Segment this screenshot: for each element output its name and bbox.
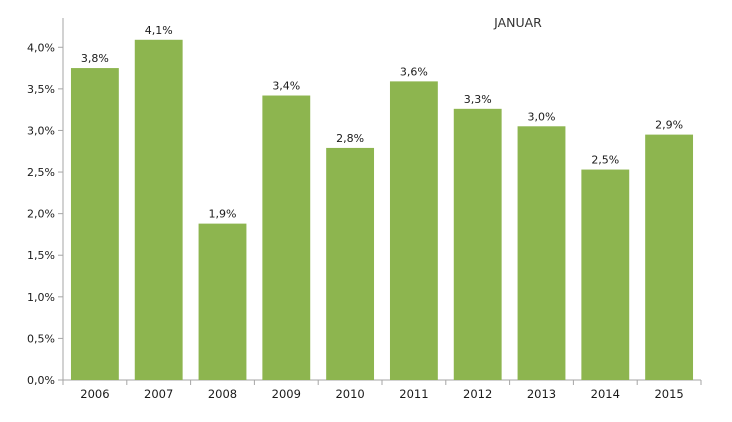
x-tick-label-2011: 2011 bbox=[399, 387, 428, 401]
bar-2009 bbox=[262, 95, 311, 380]
bar-2006 bbox=[70, 68, 119, 381]
x-tick-label-2008: 2008 bbox=[208, 387, 237, 401]
x-tick-label-2010: 2010 bbox=[335, 387, 364, 401]
y-tick-label: 4,0% bbox=[27, 41, 55, 54]
data-label-2013: 3,0% bbox=[528, 110, 556, 123]
y-tick-label: 2,0% bbox=[27, 208, 55, 221]
data-label-2011: 3,6% bbox=[400, 65, 428, 78]
x-tick-label-2014: 2014 bbox=[591, 387, 620, 401]
y-tick-label: 0,0% bbox=[27, 374, 55, 387]
data-label-2015: 2,9% bbox=[655, 119, 683, 132]
x-tick-label-2012: 2012 bbox=[463, 387, 492, 401]
data-label-2012: 3,3% bbox=[464, 93, 492, 106]
x-tick-label-2006: 2006 bbox=[80, 387, 109, 401]
x-tick-label-2013: 2013 bbox=[527, 387, 556, 401]
y-tick-label: 3,0% bbox=[27, 124, 55, 137]
data-label-2010: 2,8% bbox=[336, 132, 364, 145]
bar-2014 bbox=[581, 169, 630, 380]
bar-2012 bbox=[453, 108, 502, 380]
data-label-2008: 1,9% bbox=[209, 208, 237, 221]
data-label-2014: 2,5% bbox=[591, 154, 619, 167]
bar-2008 bbox=[198, 223, 247, 380]
x-axis: 2006 2007 2008 2009 2010 2011 2012 2013 2014 2015 bbox=[62, 379, 702, 401]
data-label-2007: 4,1% bbox=[145, 24, 173, 37]
data-labels: 3,8% 4,1% 1,9% 3,4% 2,8% 3,6% 3,3% 3,0% 2,5% 2,9% bbox=[81, 24, 683, 221]
y-tick-label: 3,5% bbox=[27, 83, 55, 96]
x-tick-label-2007: 2007 bbox=[144, 387, 173, 401]
data-label-2009: 3,4% bbox=[272, 80, 300, 93]
y-tick-label: 0,5% bbox=[27, 332, 55, 345]
bar-2011 bbox=[389, 81, 438, 381]
x-tick-label-2015: 2015 bbox=[654, 387, 683, 401]
x-tick-label-2009: 2009 bbox=[272, 387, 301, 401]
y-tick-label: 2,5% bbox=[27, 166, 55, 179]
bar-2007 bbox=[134, 39, 183, 380]
bar-2010 bbox=[326, 147, 375, 380]
bar-2013 bbox=[517, 126, 566, 380]
y-tick-label: 1,0% bbox=[27, 291, 55, 304]
bars bbox=[70, 39, 694, 381]
chart-title: JANUAR bbox=[493, 15, 542, 30]
data-label-2006: 3,8% bbox=[81, 52, 109, 65]
bar-2015 bbox=[645, 134, 694, 380]
y-axis: 0,0% 0,5% 1,0% 1,5% 2,0% 2,5% 3,0% 3,5% 4,0% bbox=[27, 18, 64, 387]
y-tick-label: 1,5% bbox=[27, 249, 55, 262]
